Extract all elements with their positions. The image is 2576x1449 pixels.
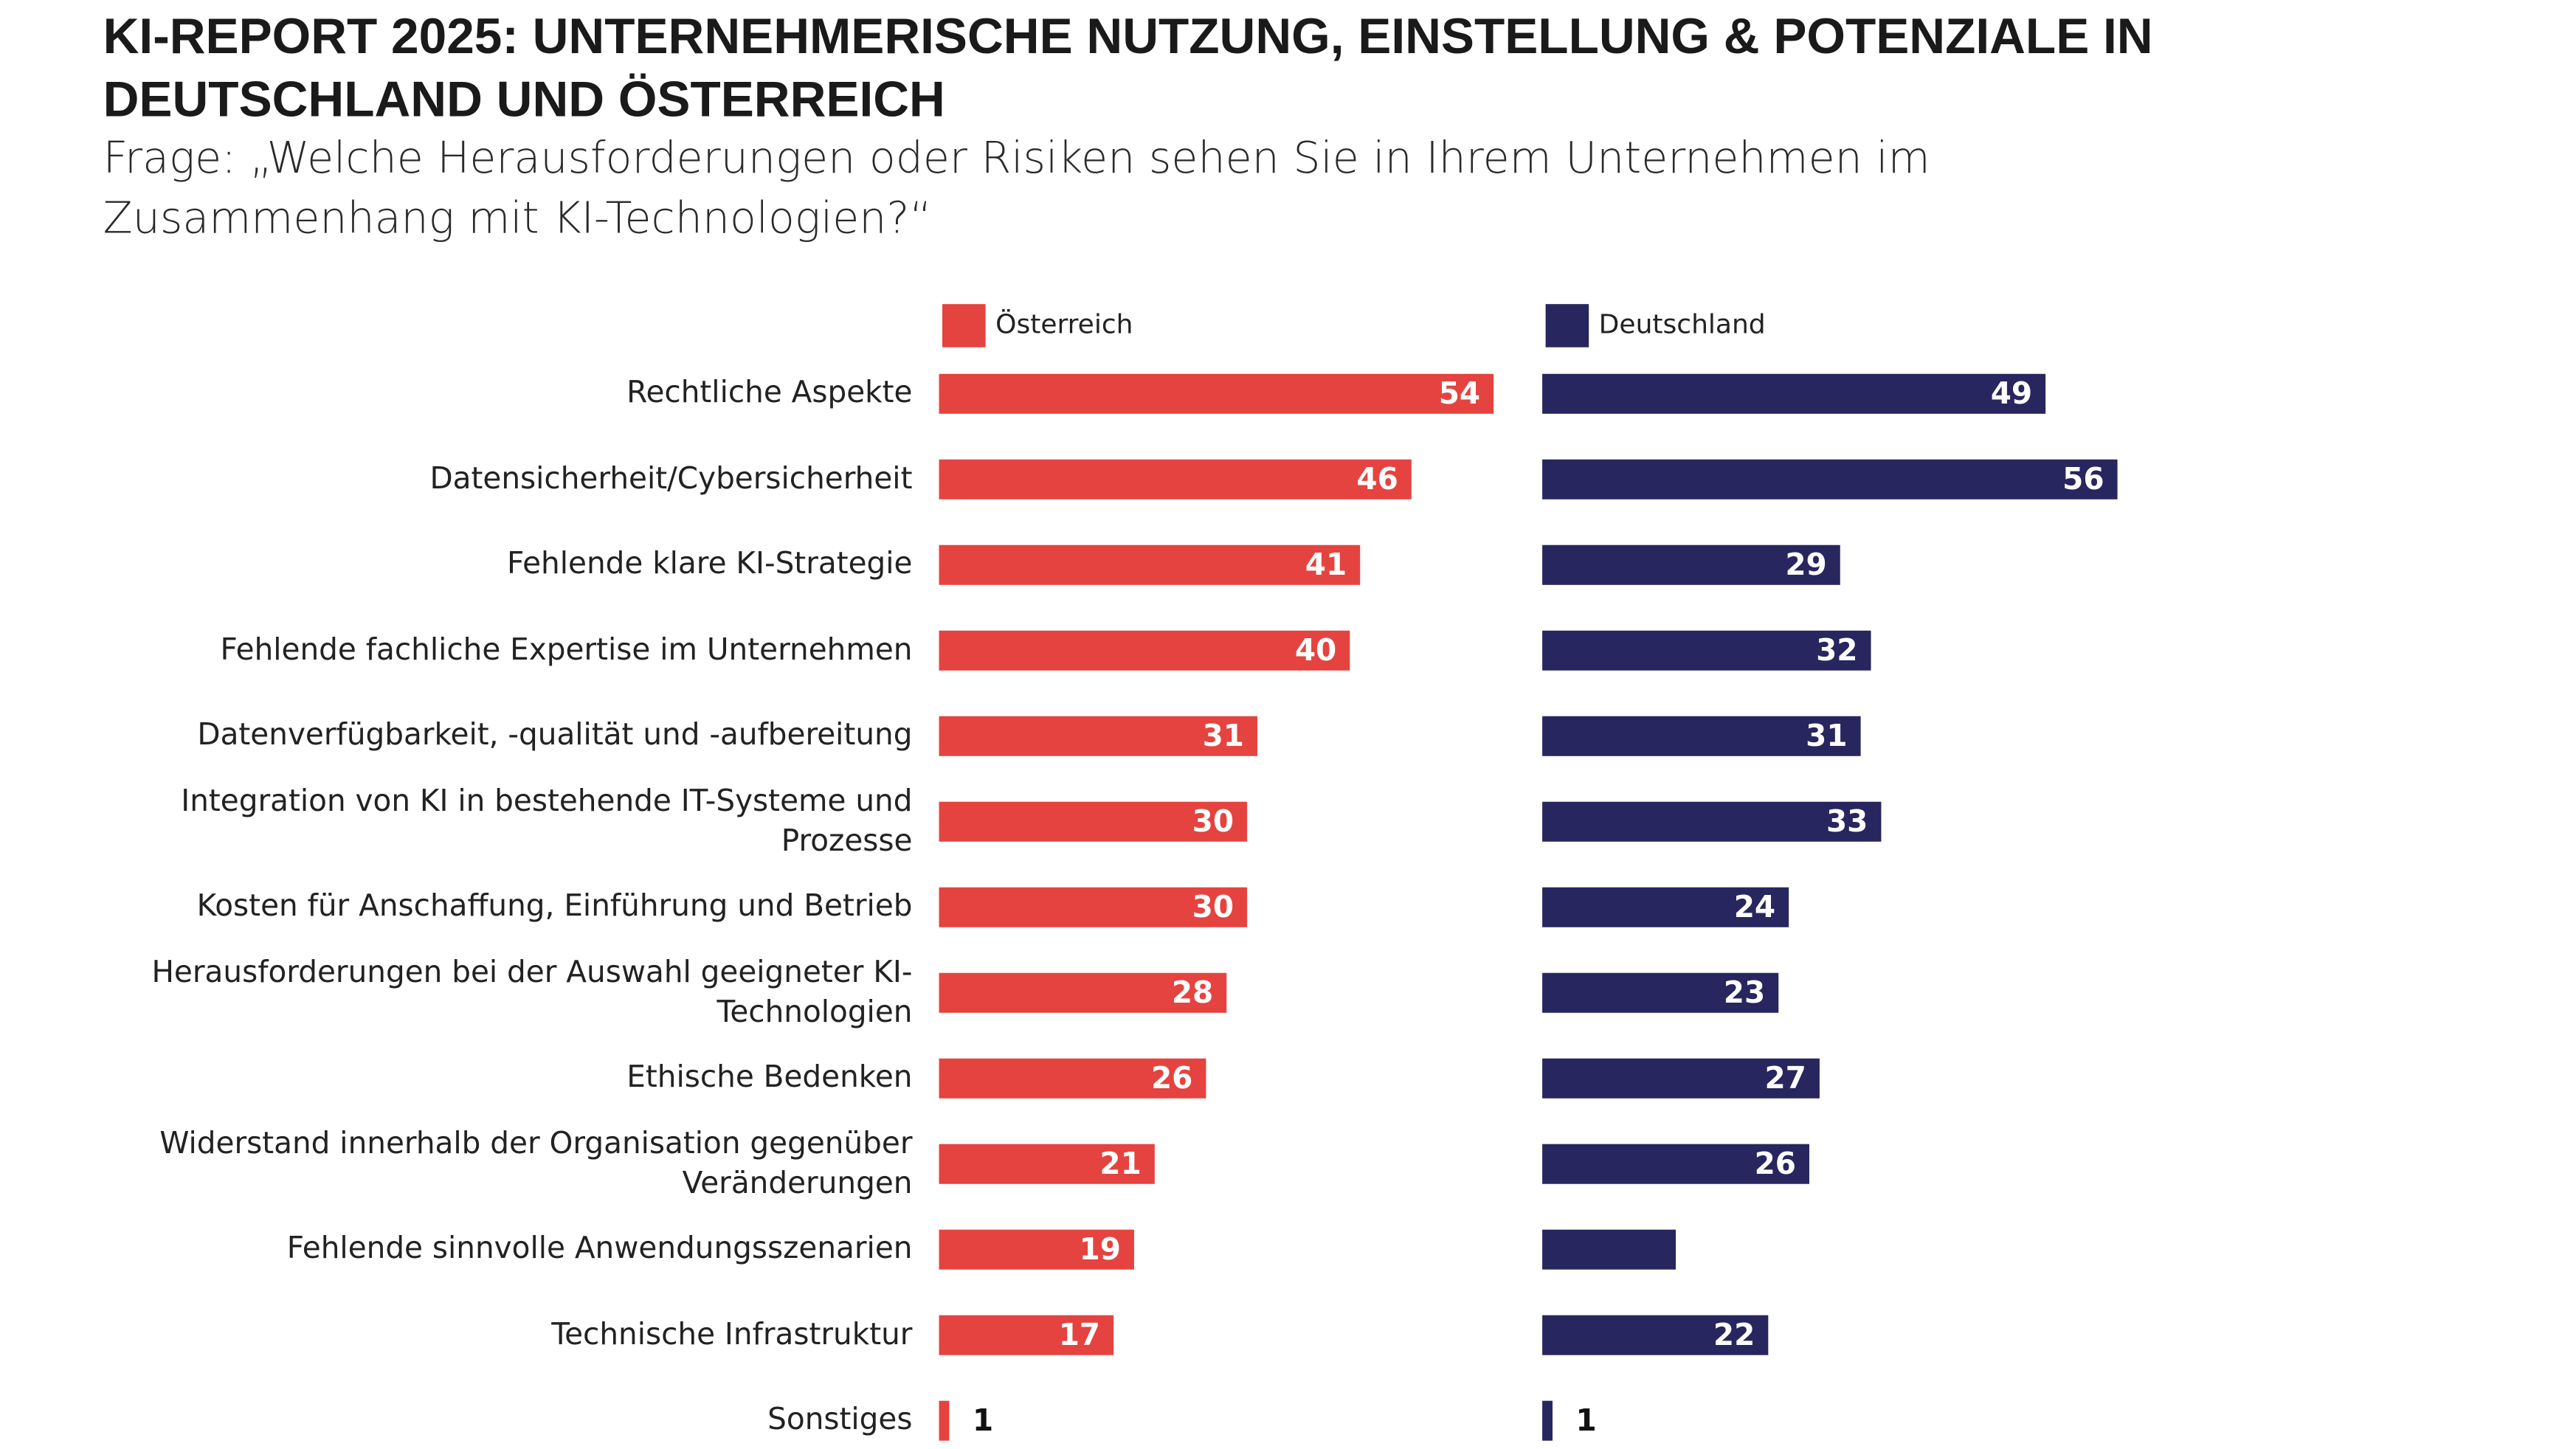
category-label: Integration von KI in bestehende IT-Syst… <box>181 783 913 859</box>
category-label: Technische Infrastruktur <box>551 1316 913 1352</box>
chart-subtitle: Frage: „Welche Herausforderungen oder Ri… <box>103 134 1930 245</box>
bar <box>1542 972 1779 1013</box>
category-label: Ethische Bedenken <box>626 1059 913 1096</box>
bar <box>939 1144 1155 1184</box>
value-label: 56 <box>2062 461 2104 497</box>
bar <box>1542 1229 1677 1270</box>
value-label: 24 <box>1734 889 1775 924</box>
category-label: Datensicherheit/Cybersicherheit <box>429 461 913 497</box>
category-label: Widerstand innerhalb der Organisation ge… <box>159 1125 913 1201</box>
bar <box>1542 459 2118 499</box>
bar <box>939 716 1258 756</box>
value-label: 17 <box>1059 1317 1100 1352</box>
value-label: 40 <box>1295 632 1336 668</box>
bar <box>1542 1058 1820 1099</box>
value-label: 27 <box>1764 1060 1806 1096</box>
bar <box>1542 1400 1553 1441</box>
legend-label: Deutschland <box>1599 309 1766 339</box>
bar <box>939 630 1350 671</box>
category-label: Datenverfügbarkeit, -qualität und -aufbe… <box>197 717 913 753</box>
bar <box>939 459 1412 499</box>
bar <box>1542 801 1882 842</box>
bar <box>1542 544 1840 585</box>
category-label: Herausforderungen bei der Auswahl geeign… <box>151 954 913 1030</box>
value-label: 1 <box>973 1403 993 1438</box>
bar <box>939 1229 1134 1270</box>
value-label: 26 <box>1151 1060 1192 1096</box>
category-label: Fehlende fachliche Expertise im Unterneh… <box>220 632 913 668</box>
bar <box>939 1400 950 1441</box>
bar <box>1542 887 1789 927</box>
category-label: Fehlende sinnvolle Anwendungsszenarien <box>286 1231 913 1267</box>
value-label: 49 <box>1991 376 2032 411</box>
value-label: 26 <box>1755 1146 1796 1181</box>
value-label: 54 <box>1439 376 1480 411</box>
bar <box>1542 1144 1809 1184</box>
bar <box>939 544 1361 585</box>
value-label: 46 <box>1356 461 1398 497</box>
value-label: 30 <box>1192 889 1234 924</box>
bar <box>939 887 1248 927</box>
bar <box>939 1315 1114 1355</box>
category-label: Fehlende klare KI-Strategie <box>507 546 913 582</box>
value-label: 1 <box>1576 1403 1597 1438</box>
bar <box>939 972 1227 1013</box>
value-label: 41 <box>1305 547 1347 582</box>
value-label: 21 <box>1099 1146 1141 1181</box>
bar <box>1542 630 1871 671</box>
category-label: Kosten für Anschaffung, Einführung und B… <box>196 888 913 924</box>
value-label: 32 <box>1816 632 1857 668</box>
category-label: Sonstiges <box>767 1402 913 1438</box>
value-label: 23 <box>1724 975 1765 1010</box>
value-label: 31 <box>1203 718 1244 753</box>
value-label: 30 <box>1192 803 1234 839</box>
bar <box>1542 373 2046 414</box>
bar <box>939 1058 1206 1099</box>
bar <box>939 373 1494 414</box>
value-label: 22 <box>1713 1317 1755 1352</box>
category-label: Rechtliche Aspekte <box>626 376 913 411</box>
bar <box>1542 1315 1769 1355</box>
value-label: 29 <box>1785 547 1826 582</box>
value-label: 33 <box>1826 803 1868 839</box>
bar <box>939 801 1248 842</box>
legend-swatch <box>942 304 986 347</box>
legend-swatch <box>1545 304 1589 347</box>
value-label: 19 <box>1080 1231 1121 1267</box>
chart-title: KI-REPORT 2025: UNTERNEHMERISCHE NUTZUNG… <box>103 10 2153 128</box>
value-label: 31 <box>1806 718 1847 753</box>
bar <box>1542 716 1861 756</box>
value-label: 28 <box>1172 975 1213 1010</box>
legend-label: Österreich <box>995 308 1133 339</box>
